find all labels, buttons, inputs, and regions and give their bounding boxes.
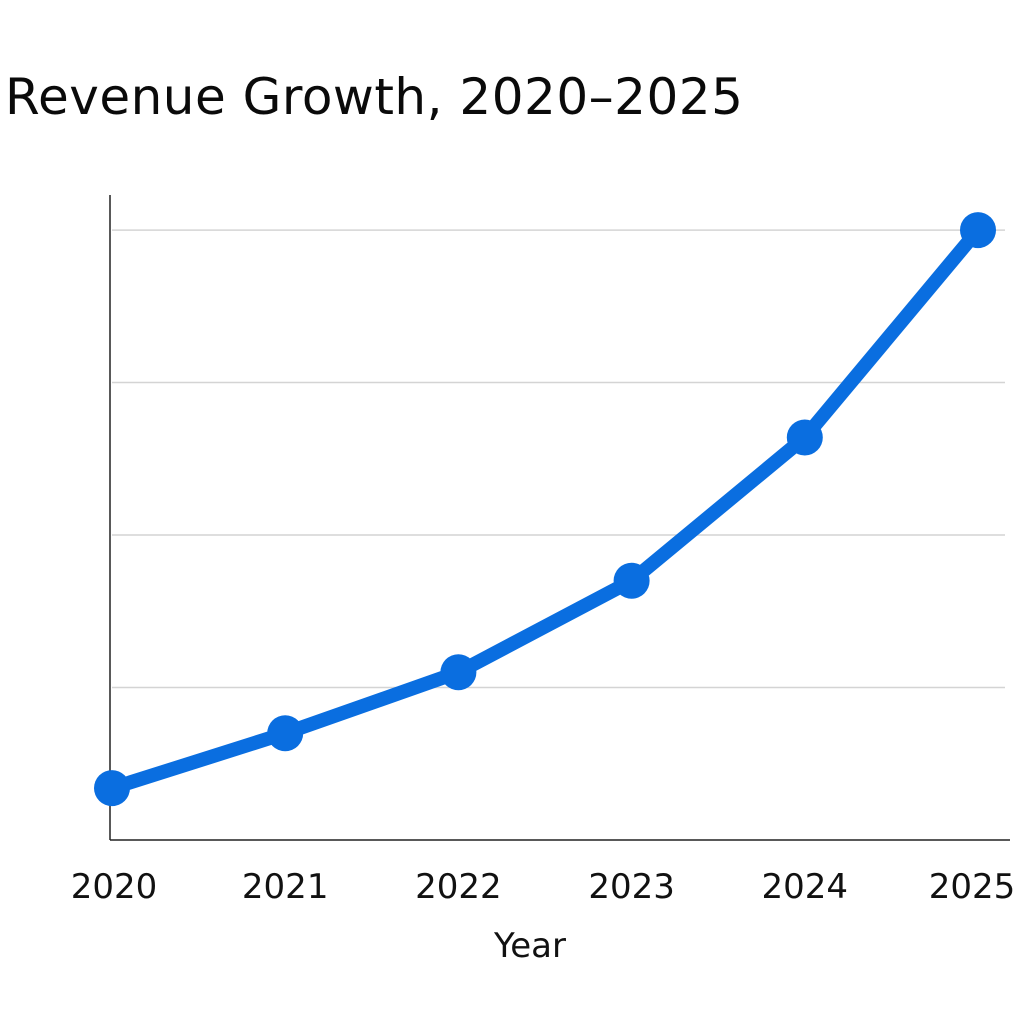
x-tick-label: 2025 — [929, 867, 1016, 907]
data-point-2024 — [786, 419, 823, 456]
data-point-2020 — [94, 770, 130, 807]
series-path — [105, 223, 985, 796]
data-point-2022 — [440, 654, 477, 691]
series-line — [94, 212, 996, 807]
x-axis-label: Year — [493, 926, 566, 966]
chart-title: Revenue Growth, 2020–2025 — [5, 68, 744, 126]
x-tick-label: 2024 — [762, 867, 849, 907]
x-tick-label: 2023 — [588, 867, 675, 907]
data-point-2021 — [267, 715, 304, 752]
x-tick-label: 2022 — [415, 867, 502, 907]
x-tick-labels: 2020 2021 2022 2023 2024 2025 — [71, 867, 1016, 907]
x-tick-label: 2021 — [242, 867, 329, 907]
data-point-2025 — [960, 212, 996, 249]
x-tick-label: 2020 — [71, 867, 158, 907]
data-point-2023 — [613, 562, 650, 599]
